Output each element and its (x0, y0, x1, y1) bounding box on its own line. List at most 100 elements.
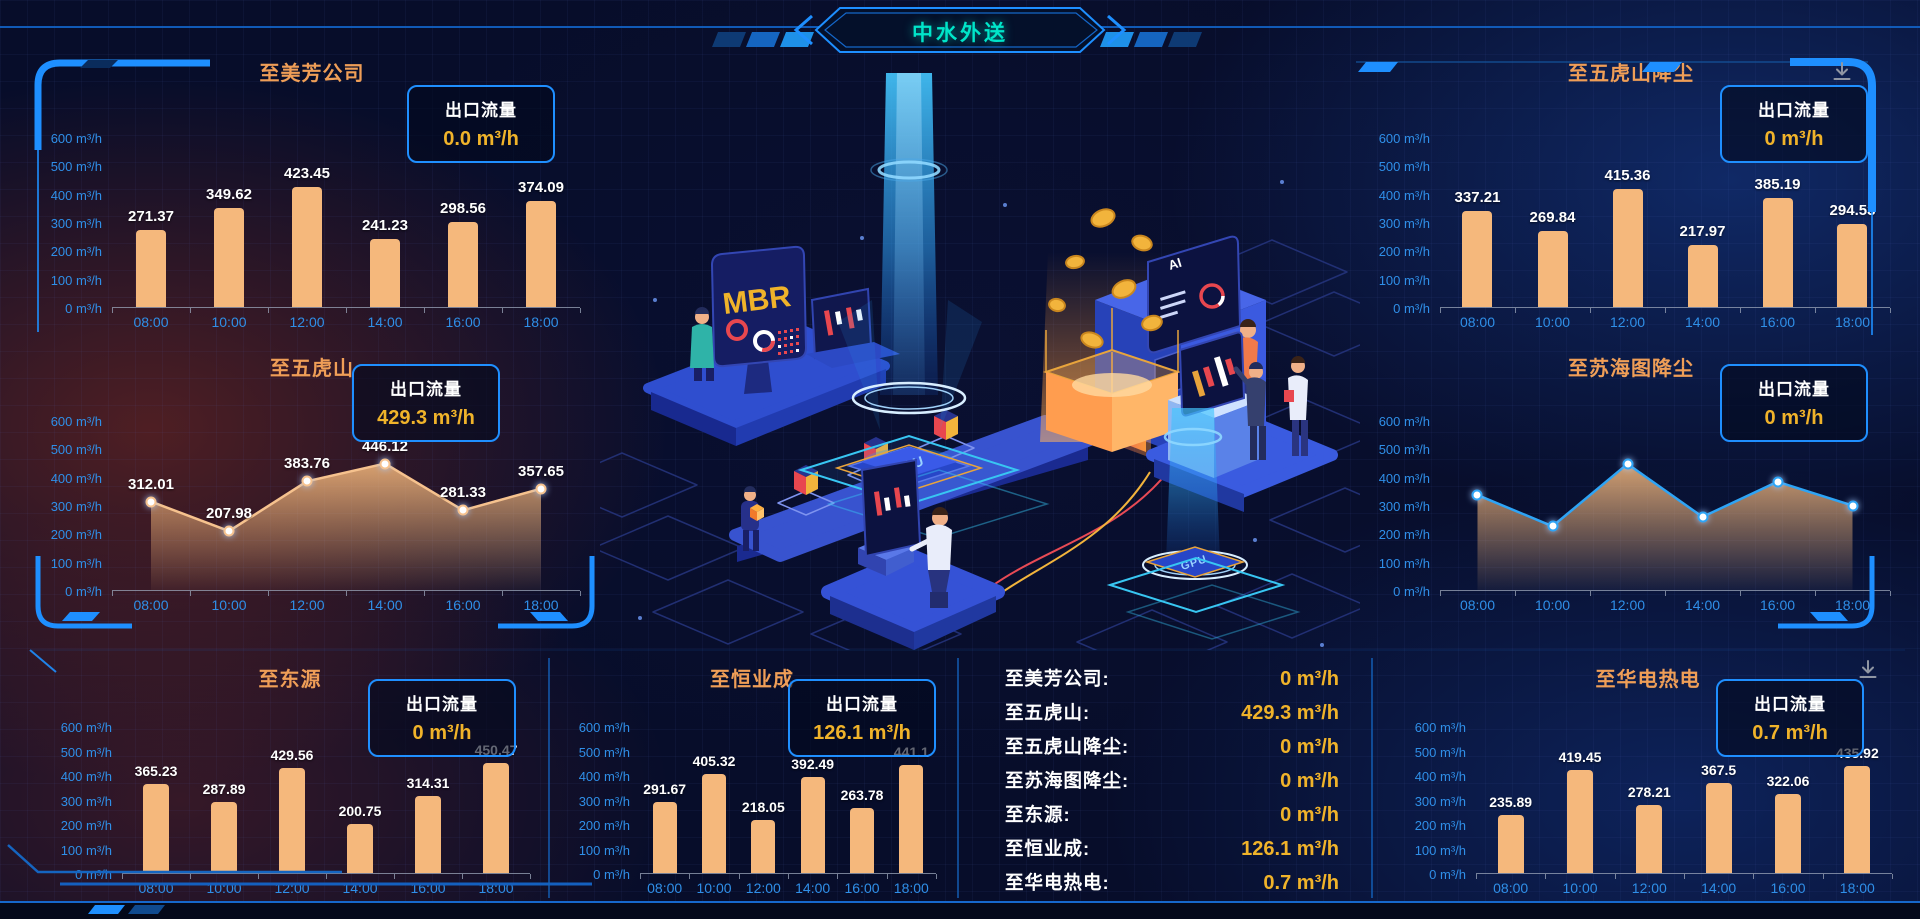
x-axis-label: 08:00 (1459, 597, 1496, 613)
outlet-flow-value: 126.1 m³/h (813, 722, 911, 744)
download-icon[interactable] (1856, 658, 1880, 682)
y-axis-tick-label: 200 m³/h (1378, 244, 1430, 260)
x-axis-label: 18:00 (523, 597, 559, 613)
chart-area: 600 m³/h 500 m³/h 400 m³/h 300 m³/h 200 m³/h… (556, 720, 937, 899)
bar (1837, 223, 1868, 307)
bar (652, 801, 677, 873)
x-axis-label: 14:00 (1701, 880, 1737, 896)
summary-value: 0 m³/h (1280, 736, 1339, 758)
x-axis-label: 12:00 (1609, 314, 1646, 330)
y-axis-tick-label: 100 m³/h (578, 842, 630, 858)
bar (1687, 245, 1718, 307)
bar-value-label: 374.09 (518, 179, 564, 197)
bar-value-label: 365.23 (134, 762, 178, 779)
chart-title: 至华电热电 (1595, 669, 1701, 691)
x-axis-tick (189, 874, 191, 879)
x-axis-tick (1815, 591, 1816, 596)
point-value-label: 312.01 (128, 475, 174, 493)
bar-value-label: 405.32 (692, 752, 736, 769)
x-axis-tick (1545, 874, 1547, 879)
y-axis-tick-label: 0 m³/h (1393, 584, 1430, 599)
x-axis-label: 16:00 (1770, 880, 1806, 896)
outlet-flow-value: 0 m³/h (1764, 407, 1824, 429)
y-axis-tick-label: 300 m³/h (50, 216, 102, 231)
bar-value-label: 349.62 (206, 185, 252, 203)
outlet-flow-label: 出口流量 (1758, 380, 1830, 399)
flow-summary-list: 至美芳公司: 0 m³/h 至五虎山: 429.3 m³/h 至五虎山降尘: 0 m³/h… (1005, 665, 1339, 895)
y-axis-tick-label: 100 m³/h (50, 272, 102, 288)
y-axis-tick-label: 0 m³/h (65, 301, 102, 316)
x-axis-label: 16:00 (445, 597, 481, 613)
x-axis-tick (1892, 874, 1893, 879)
y-axis-tick-label: 400 m³/h (50, 470, 102, 486)
area-series (112, 420, 580, 590)
x-axis-tick (530, 874, 531, 879)
y-axis-tick-label: 100 m³/h (1378, 555, 1430, 571)
x-axis-tick (1665, 591, 1666, 596)
x-axis-tick (1665, 308, 1666, 313)
bar (211, 802, 237, 873)
x-axis-label: 16:00 (445, 314, 481, 330)
x-axis-tick (1589, 591, 1591, 596)
x-axis-label: 16:00 (410, 880, 446, 896)
x-axis-tick (122, 874, 123, 879)
summary-label: 至五虎山: (1005, 702, 1091, 723)
x-axis-tick (580, 308, 581, 313)
plot-area: 271.37 349.62 423.45 241.23 298.56 374.09 (112, 137, 580, 307)
x-axis-tick (346, 308, 347, 313)
header-chips-left (712, 32, 814, 47)
bar (1844, 766, 1871, 873)
bar (751, 819, 776, 873)
bar (1612, 189, 1643, 307)
header-frame (0, 7, 1920, 53)
x-axis-tick (1476, 874, 1477, 879)
bar (279, 767, 305, 873)
outlet-flow-label: 出口流量 (1754, 695, 1826, 714)
bar (1567, 770, 1593, 873)
x-axis-label: 18:00 (478, 880, 514, 896)
x-axis-label: 18:00 (1839, 880, 1875, 896)
bar (525, 201, 556, 307)
y-axis-tick-label: 600 m³/h (60, 720, 112, 735)
bar (1462, 211, 1493, 307)
x-axis-tick (640, 874, 641, 879)
outlet-flow-box: 出口流量 0.7 m³/h (1716, 679, 1864, 757)
y-axis-tick-label: 500 m³/h (50, 442, 102, 458)
outlet-flow-label: 出口流量 (406, 695, 478, 714)
x-axis-tick (788, 874, 789, 879)
y-axis-tick-label: 600 m³/h (50, 414, 102, 429)
y-axis-tick-label: 0 m³/h (65, 584, 102, 599)
y-axis-tick-label: 0 m³/h (1393, 301, 1430, 316)
y-axis-tick-label: 500 m³/h (50, 159, 102, 175)
data-point-marker (223, 525, 235, 537)
data-point-marker (535, 483, 547, 495)
chart-title: 至东源 (258, 669, 322, 691)
x-axis-label: 12:00 (1631, 880, 1667, 896)
bottom-strip (0, 901, 1920, 919)
x-axis-label: 14:00 (795, 880, 831, 896)
y-axis-tick-label: 200 m³/h (578, 818, 630, 833)
chart-title: 至苏海图降尘 (1568, 358, 1694, 380)
x-axis-tick (1514, 308, 1516, 313)
download-icon[interactable] (1830, 60, 1854, 84)
x-axis-label: 14:00 (1684, 597, 1721, 613)
y-axis-tick-label: 200 m³/h (50, 244, 102, 260)
y-axis-tick-label: 400 m³/h (1378, 470, 1430, 486)
x-axis-tick (1815, 308, 1816, 313)
chart-title: 至五虎山 (270, 358, 354, 380)
x-axis-label: 12:00 (289, 597, 325, 613)
x-axis-label: 10:00 (696, 880, 732, 896)
y-axis-tick-label: 0 m³/h (75, 867, 112, 882)
plot-area: 312.01 207.98 383.76 446.12 281.33 357.65 (112, 420, 580, 590)
x-axis: 08:00 10:00 12:00 14:00 16:00 18:00 (1440, 307, 1891, 333)
y-axis-tick-label: 0 m³/h (1429, 867, 1466, 882)
outlet-flow-box: 出口流量 0.0 m³/h (407, 85, 555, 163)
summary-label: 至苏海图降尘: (1005, 770, 1130, 791)
y-axis-tick-label: 500 m³/h (1378, 159, 1430, 175)
x-axis-label: 14:00 (342, 880, 378, 896)
y-axis-tick-label: 100 m³/h (50, 555, 102, 571)
x-axis-label: 18:00 (523, 314, 559, 330)
data-point-marker (145, 496, 157, 508)
outlet-flow-value: 0 m³/h (412, 722, 472, 744)
y-axis-tick-label: 600 m³/h (578, 720, 630, 735)
